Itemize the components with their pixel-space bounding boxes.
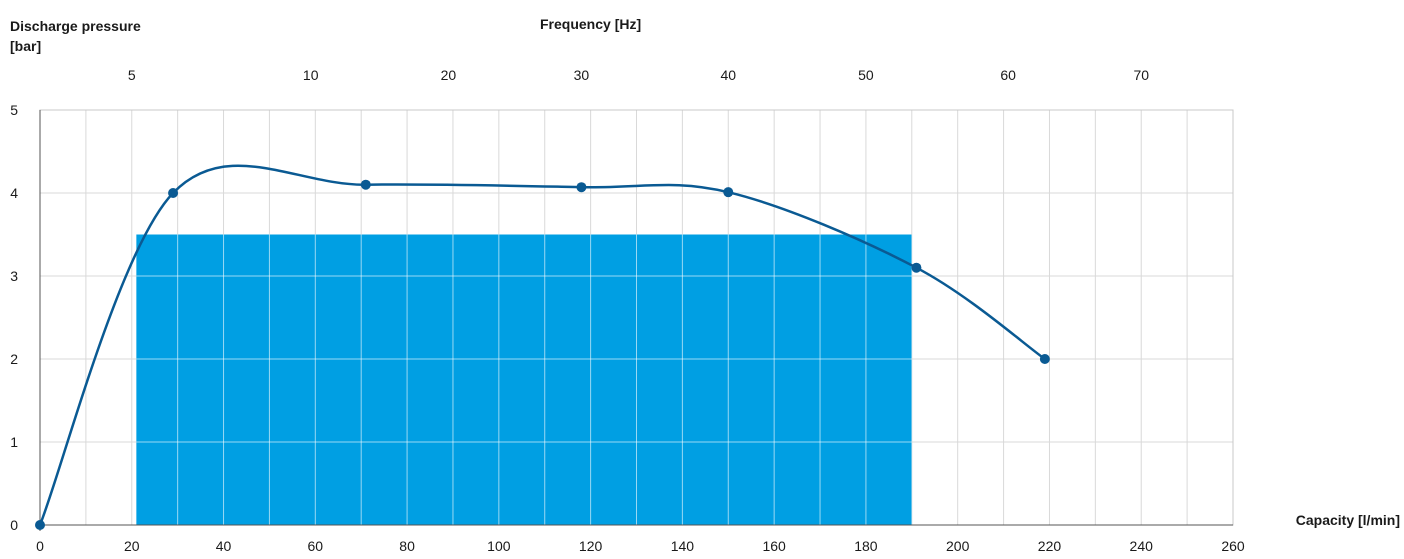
x-axis-title: Capacity [l/min] [1295,512,1400,528]
top-tick-label: 30 [574,67,590,83]
curve-series [35,164,1050,530]
x-tick-label: 200 [946,538,970,554]
grid-overlay [136,234,912,525]
y-tick-label: 5 [10,102,18,118]
x-tick-label: 100 [487,538,511,554]
x-tick-label: 180 [854,538,878,554]
y-tick-label: 3 [10,268,18,284]
y-tick-label: 0 [10,517,18,533]
x-tick-label: 80 [399,538,415,554]
curve-point [35,520,45,530]
x-tick-label: 60 [308,538,324,554]
top-tick-label: 40 [720,67,736,83]
x-tick-label: 0 [36,538,44,554]
operating-region-rect [136,234,912,525]
curve-point [723,187,734,198]
y-tick-label: 1 [10,434,18,450]
x-tick-label: 240 [1130,538,1154,554]
x-tick-label: 40 [216,538,232,554]
top-axis-title: Frequency [Hz] [540,16,642,32]
curve-point [1039,354,1050,364]
y-axis-title: Discharge pressure [bar] [10,18,141,54]
top-tick-label: 20 [441,67,457,83]
curve-point [168,188,179,198]
x-tick-label: 220 [1038,538,1062,554]
x-tick-label: 260 [1221,538,1245,554]
plot-frame [39,109,1234,531]
x-tick-labels: 0 20 40 60 80 100 120 140 160 180 200 220 240 260 [36,538,1245,554]
top-tick-labels: 5 10 20 30 40 50 60 70 [128,67,1149,83]
x-tick-label: 120 [579,538,603,554]
x-tick-label: 160 [762,538,786,554]
top-tick-label: 5 [128,67,136,83]
y-tick-label: 2 [10,351,18,367]
curve-point [911,262,922,273]
y-tick-label: 4 [10,185,18,201]
top-tick-label: 10 [303,67,319,83]
x-tick-label: 20 [124,538,140,554]
top-tick-label: 60 [1000,67,1016,83]
curve-point [360,179,371,190]
y-tick-labels: 0 1 2 3 4 5 [10,102,18,533]
x-tick-label: 140 [671,538,695,554]
top-tick-label: 50 [858,67,874,83]
operating-region [136,234,912,525]
top-tick-label: 70 [1133,67,1149,83]
curve-line [38,164,1046,526]
curve-point [576,182,587,193]
